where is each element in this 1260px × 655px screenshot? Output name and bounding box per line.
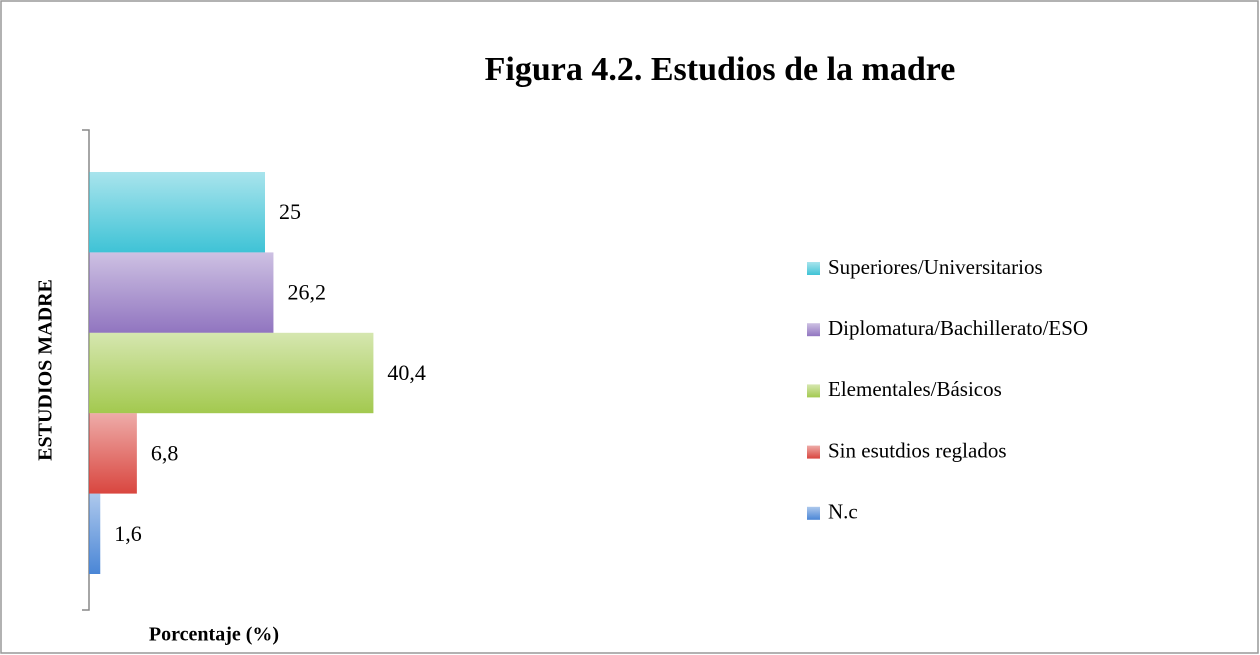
data-label: 40,4 xyxy=(387,360,426,385)
legend-swatch xyxy=(807,323,820,337)
data-label: 25 xyxy=(279,199,301,224)
legend-label: Superiores/Universitarios xyxy=(828,255,1043,279)
legend-swatch xyxy=(807,445,820,459)
chart-title: Figura 4.2. Estudios de la madre xyxy=(485,51,956,88)
x-axis-title: Porcentaje (%) xyxy=(149,624,279,646)
legend-swatch xyxy=(807,384,820,398)
legend-label: Sin esutdios reglados xyxy=(828,438,1007,462)
data-label: 6,8 xyxy=(151,440,179,465)
bar xyxy=(89,252,274,333)
bar xyxy=(89,493,101,574)
legend-swatch xyxy=(807,262,820,275)
legend-swatch xyxy=(807,506,820,520)
y-axis-title: ESTUDIOS MADRE xyxy=(35,279,57,461)
legend-label: Elementales/Básicos xyxy=(828,377,1002,401)
bar xyxy=(89,172,265,253)
data-label: 26,2 xyxy=(287,280,326,305)
bar xyxy=(89,332,374,414)
legend-label: N.c xyxy=(828,500,858,524)
bar xyxy=(89,413,137,494)
legend-label: Diplomatura/Bachillerato/ESO xyxy=(828,316,1088,340)
data-label: 1,6 xyxy=(114,521,142,546)
